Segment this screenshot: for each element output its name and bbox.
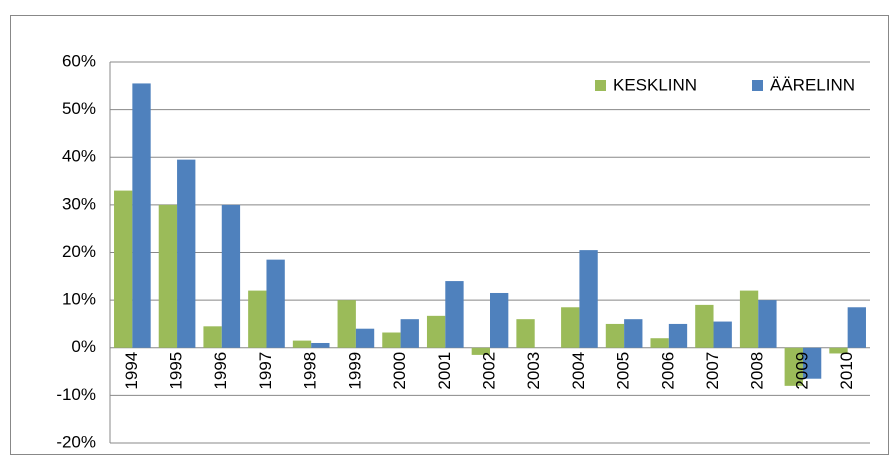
bar bbox=[114, 190, 133, 348]
bar bbox=[221, 204, 241, 348]
bar bbox=[668, 323, 688, 348]
bar bbox=[445, 281, 464, 348]
bar bbox=[203, 326, 222, 348]
bar bbox=[490, 292, 509, 348]
legend-swatch bbox=[752, 80, 763, 91]
y-tick-label: 60% bbox=[62, 51, 96, 70]
x-tick-label: 1994 bbox=[122, 352, 141, 390]
x-tick-label: 2008 bbox=[748, 352, 767, 390]
x-tick-label: 2009 bbox=[792, 352, 811, 390]
bar bbox=[605, 323, 625, 348]
bar bbox=[266, 259, 285, 348]
bar bbox=[624, 319, 643, 348]
chart-border bbox=[10, 15, 889, 455]
y-tick-label: -10% bbox=[56, 385, 96, 404]
y-tick-label: 40% bbox=[62, 147, 96, 166]
bar bbox=[158, 204, 178, 348]
y-tick-label: 30% bbox=[62, 194, 96, 213]
bar bbox=[311, 342, 330, 348]
y-tick-label: -20% bbox=[56, 432, 96, 451]
y-tick-label: 50% bbox=[62, 99, 96, 118]
bar bbox=[355, 328, 375, 348]
bar bbox=[132, 83, 151, 348]
y-tick-label: 20% bbox=[62, 242, 96, 261]
x-tick-label: 2002 bbox=[479, 352, 498, 390]
bar bbox=[516, 319, 535, 348]
x-tick-label: 2004 bbox=[569, 352, 588, 390]
x-tick-label: 2006 bbox=[658, 352, 677, 390]
x-tick-label: 2000 bbox=[390, 352, 409, 390]
legend-swatch bbox=[595, 80, 606, 91]
bar bbox=[758, 300, 777, 348]
bar bbox=[382, 332, 401, 348]
bar bbox=[561, 307, 580, 348]
x-tick-label: 1996 bbox=[211, 352, 230, 390]
y-tick-label: 0% bbox=[71, 337, 96, 356]
x-tick-label: 1997 bbox=[256, 352, 275, 390]
x-tick-label: 1995 bbox=[167, 352, 186, 390]
bar bbox=[177, 159, 196, 348]
bar bbox=[802, 347, 822, 379]
bar bbox=[650, 338, 669, 348]
bar bbox=[579, 250, 598, 348]
x-tick-label: 2007 bbox=[703, 352, 722, 390]
x-tick-label: 2001 bbox=[435, 352, 454, 390]
bar bbox=[695, 304, 714, 348]
bar bbox=[784, 347, 803, 386]
bar bbox=[248, 290, 267, 348]
bar bbox=[400, 319, 419, 348]
bar bbox=[426, 315, 446, 348]
bar bbox=[471, 347, 490, 355]
bar bbox=[829, 347, 848, 354]
x-tick-label: 2005 bbox=[614, 352, 633, 390]
bar bbox=[292, 340, 312, 348]
legend-label: ÄÄRELINN bbox=[770, 75, 855, 94]
bar bbox=[337, 300, 356, 348]
x-tick-label: 2010 bbox=[837, 352, 856, 390]
y-tick-label: 10% bbox=[62, 290, 96, 309]
legend-label: KESKLINN bbox=[613, 75, 697, 94]
bar bbox=[847, 307, 866, 348]
bar bbox=[739, 290, 759, 348]
x-tick-label: 1998 bbox=[301, 352, 320, 390]
bar bbox=[713, 321, 732, 348]
x-tick-label: 1999 bbox=[345, 352, 364, 390]
x-tick-label: 2003 bbox=[524, 352, 543, 390]
